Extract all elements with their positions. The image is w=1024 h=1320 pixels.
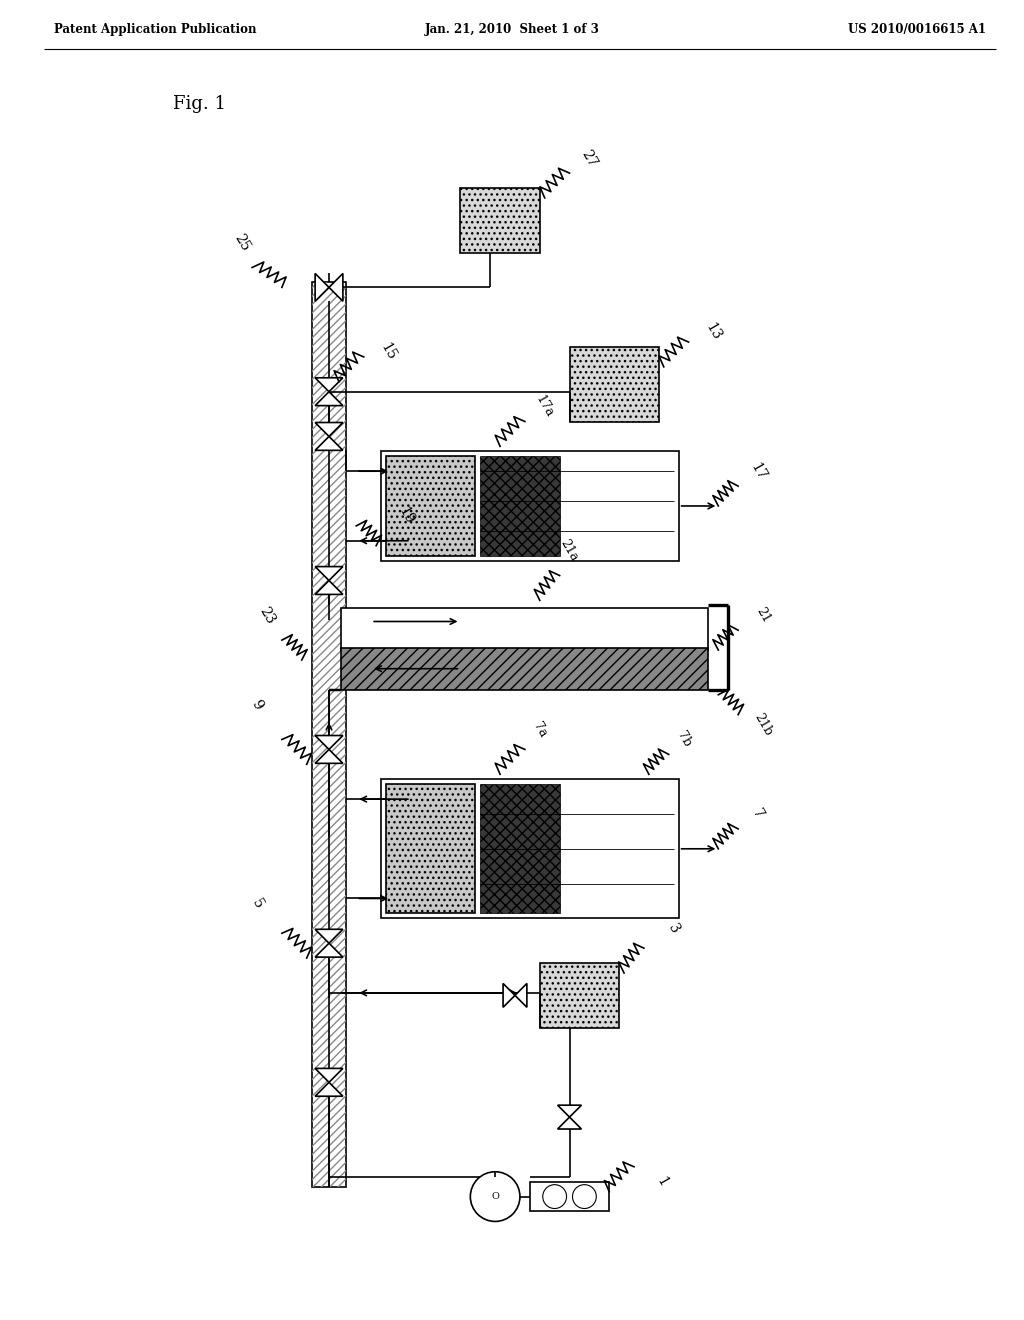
Bar bbox=[480, 784, 559, 913]
Polygon shape bbox=[315, 1068, 343, 1082]
Text: 1: 1 bbox=[654, 1175, 671, 1189]
Polygon shape bbox=[515, 983, 527, 1007]
Polygon shape bbox=[315, 581, 343, 594]
Text: O: O bbox=[492, 1192, 499, 1201]
Bar bbox=[461, 187, 540, 252]
Text: Patent Application Publication: Patent Application Publication bbox=[53, 22, 256, 36]
Text: 19: 19 bbox=[396, 504, 417, 527]
Bar bbox=[540, 964, 620, 1028]
Polygon shape bbox=[315, 735, 343, 750]
Bar bbox=[311, 282, 346, 1187]
Polygon shape bbox=[315, 378, 343, 392]
Polygon shape bbox=[315, 750, 343, 763]
Bar bbox=[381, 451, 679, 561]
Text: 17a: 17a bbox=[534, 393, 556, 420]
Polygon shape bbox=[315, 392, 343, 405]
Text: 3: 3 bbox=[666, 921, 682, 936]
Text: 27: 27 bbox=[579, 147, 600, 169]
Text: 25: 25 bbox=[231, 231, 253, 253]
Polygon shape bbox=[315, 422, 343, 437]
Text: 9: 9 bbox=[249, 697, 265, 711]
Bar bbox=[341, 648, 709, 690]
Text: 7: 7 bbox=[750, 807, 766, 821]
Text: 7b: 7b bbox=[674, 730, 693, 750]
Text: 21b: 21b bbox=[752, 711, 774, 738]
Text: 15: 15 bbox=[378, 341, 399, 363]
Text: 21a: 21a bbox=[558, 537, 581, 564]
Text: 23: 23 bbox=[257, 605, 278, 627]
Bar bbox=[529, 1181, 609, 1212]
Text: 21: 21 bbox=[754, 605, 772, 626]
Text: Fig. 1: Fig. 1 bbox=[173, 95, 225, 112]
Polygon shape bbox=[329, 273, 343, 301]
Bar bbox=[386, 784, 475, 913]
Polygon shape bbox=[315, 1082, 343, 1096]
Bar bbox=[386, 457, 475, 556]
Bar bbox=[569, 347, 658, 421]
Polygon shape bbox=[315, 929, 343, 944]
Bar bbox=[480, 457, 559, 556]
Polygon shape bbox=[315, 437, 343, 450]
Text: Jan. 21, 2010  Sheet 1 of 3: Jan. 21, 2010 Sheet 1 of 3 bbox=[425, 22, 599, 36]
Text: 17: 17 bbox=[748, 459, 768, 482]
Polygon shape bbox=[315, 944, 343, 957]
Polygon shape bbox=[558, 1105, 582, 1117]
Polygon shape bbox=[315, 273, 329, 301]
Text: 13: 13 bbox=[702, 321, 724, 343]
Text: US 2010/0016615 A1: US 2010/0016615 A1 bbox=[848, 22, 986, 36]
Polygon shape bbox=[503, 983, 515, 1007]
Polygon shape bbox=[558, 1117, 582, 1129]
Text: 5: 5 bbox=[249, 896, 265, 911]
Polygon shape bbox=[315, 566, 343, 581]
Bar bbox=[341, 607, 709, 649]
Bar bbox=[311, 282, 346, 1187]
Bar bbox=[381, 779, 679, 919]
Text: 7a: 7a bbox=[530, 719, 549, 739]
